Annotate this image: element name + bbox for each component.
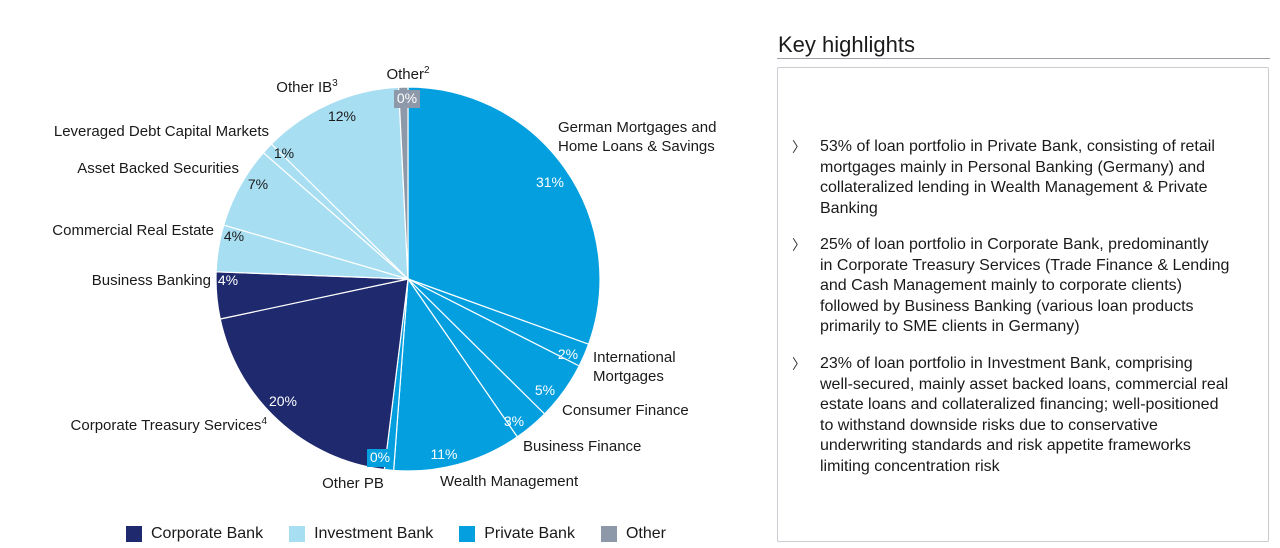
pie-slice-pct-label: 20% bbox=[269, 393, 297, 409]
pct-label-background bbox=[367, 449, 393, 467]
pie-slice-pct-label: 1% bbox=[274, 145, 294, 161]
pie-slice-category-label: International Mortgages bbox=[593, 349, 676, 385]
legend-label: Investment Bank bbox=[314, 525, 434, 542]
pie-slice-category-label: Wealth Management bbox=[440, 473, 579, 490]
title-divider bbox=[777, 58, 1270, 59]
highlight-line: 25% of loan portfolio in Corporate Bank,… bbox=[820, 236, 1209, 253]
pie-slice-category-label: Other PB bbox=[322, 475, 384, 492]
pie-slice-pct-label: 2% bbox=[558, 346, 578, 362]
legend-item-investment-bank: Investment Bank bbox=[289, 525, 433, 543]
pie-slice-other-ib3 bbox=[270, 86, 409, 281]
chevron-right-icon: 〉 bbox=[792, 237, 806, 253]
legend-swatch-private-bank bbox=[459, 526, 476, 542]
loan-portfolio-pie-chart: 31%German Mortgages and Home Loans & Savi… bbox=[52, 65, 716, 492]
pie-slice-category-label: Commercial Real Estate bbox=[52, 222, 214, 239]
legend-label: Corporate Bank bbox=[151, 525, 264, 542]
pie-slices bbox=[215, 86, 601, 472]
legend-item-other: Other bbox=[600, 525, 666, 543]
pie-slice-category-label: Business Banking bbox=[92, 272, 211, 289]
legend-swatch-corporate-bank bbox=[126, 526, 142, 542]
legend-swatch-other bbox=[600, 526, 617, 542]
legend-label: Private Bank bbox=[484, 525, 575, 542]
pie-slice-other2 bbox=[397, 86, 409, 280]
highlight-line: estate loans and collateralized financin… bbox=[820, 396, 1219, 413]
highlight-line: 53% of loan portfolio in Private Bank, c… bbox=[820, 138, 1215, 155]
footnote-superscript: 4 bbox=[261, 416, 267, 427]
legend-item-corporate-bank: Corporate Bank bbox=[126, 525, 263, 543]
highlight-item: 〉 53% of loan portfolio in Private Bank,… bbox=[792, 137, 1262, 219]
key-highlights-title: Key highlights bbox=[778, 32, 915, 57]
pie-slice-pct-label: 3% bbox=[504, 413, 524, 429]
highlight-item: 〉 23% of loan portfolio in Investment Ba… bbox=[792, 354, 1262, 477]
highlight-line: underwriting standards and risk appetite… bbox=[820, 437, 1191, 454]
highlight-line: mortgages mainly in Personal Banking (Ge… bbox=[820, 158, 1206, 176]
highlight-item: 〉 25% of loan portfolio in Corporate Ban… bbox=[792, 235, 1262, 338]
pie-slice-pct-label: 12% bbox=[328, 108, 356, 124]
pie-slice-wealth-management bbox=[392, 277, 519, 472]
highlight-line: Banking bbox=[820, 199, 878, 217]
pie-slice-category-label: German Mortgages and Home Loans & Savings bbox=[558, 119, 716, 155]
pie-slice-category-label: Business Finance bbox=[523, 438, 641, 455]
pie-slice-category-label: Other IB3 bbox=[276, 78, 338, 96]
pct-label-background bbox=[394, 90, 420, 108]
footnote-superscript: 3 bbox=[332, 78, 338, 89]
highlight-line: 23% of loan portfolio in Investment Bank… bbox=[820, 355, 1193, 372]
pie-slice-category-label: Leveraged Debt Capital Markets bbox=[54, 123, 269, 140]
highlight-line: in Corporate Treasury Services (Trade Fi… bbox=[820, 256, 1230, 274]
footnote-superscript: 2 bbox=[424, 65, 430, 76]
pie-slice-pct-label: 31% bbox=[536, 174, 564, 190]
highlight-line: well-secured, mainly asset backed loans,… bbox=[820, 375, 1229, 393]
pie-slice-category-label: Corporate Treasury Services4 bbox=[71, 416, 268, 434]
chevron-right-icon: 〉 bbox=[792, 139, 806, 155]
chart-legend: Corporate Bank Investment Bank Private B… bbox=[126, 525, 692, 543]
pie-slice-pct-label: 4% bbox=[224, 228, 244, 244]
highlight-line: and Cash Management mainly to corporate … bbox=[820, 277, 1182, 294]
legend-swatch-investment-bank bbox=[289, 526, 306, 542]
pie-slice-pct-label: 0% bbox=[370, 449, 390, 465]
pie-slice-category-label: Consumer Finance bbox=[562, 402, 689, 419]
legend-label: Other bbox=[625, 525, 666, 542]
highlight-line: primarily to SME clients in Germany) bbox=[820, 318, 1080, 335]
pie-slice-pct-label: 4% bbox=[218, 272, 238, 288]
pie-slice-german-mortgages-and-home-loans-savings bbox=[407, 86, 601, 346]
pie-slice-pct-label: 0% bbox=[397, 90, 417, 106]
highlight-line: collateralized lending in Wealth Managem… bbox=[820, 179, 1208, 196]
highlight-line: to withstand downside risks due to conse… bbox=[820, 416, 1158, 434]
pie-slice-pct-label: 11% bbox=[431, 446, 458, 462]
legend-item-private-bank: Private Bank bbox=[459, 525, 575, 543]
pie-labels: 31%German Mortgages and Home Loans & Savi… bbox=[52, 65, 716, 492]
highlight-line: limiting concentration risk bbox=[820, 457, 1000, 475]
highlight-line: followed by Business Banking (various lo… bbox=[820, 297, 1194, 315]
pie-slice-pct-label: 5% bbox=[535, 382, 555, 398]
chevron-right-icon: 〉 bbox=[792, 356, 806, 372]
pie-slice-category-label: Other2 bbox=[386, 65, 430, 83]
pie-slice-category-label: Asset Backed Securities bbox=[77, 160, 239, 177]
pie-slice-corporate-treasury-services4 bbox=[219, 278, 409, 471]
key-highlights-panel bbox=[777, 67, 1269, 542]
pie-slice-pct-label: 7% bbox=[248, 176, 268, 192]
